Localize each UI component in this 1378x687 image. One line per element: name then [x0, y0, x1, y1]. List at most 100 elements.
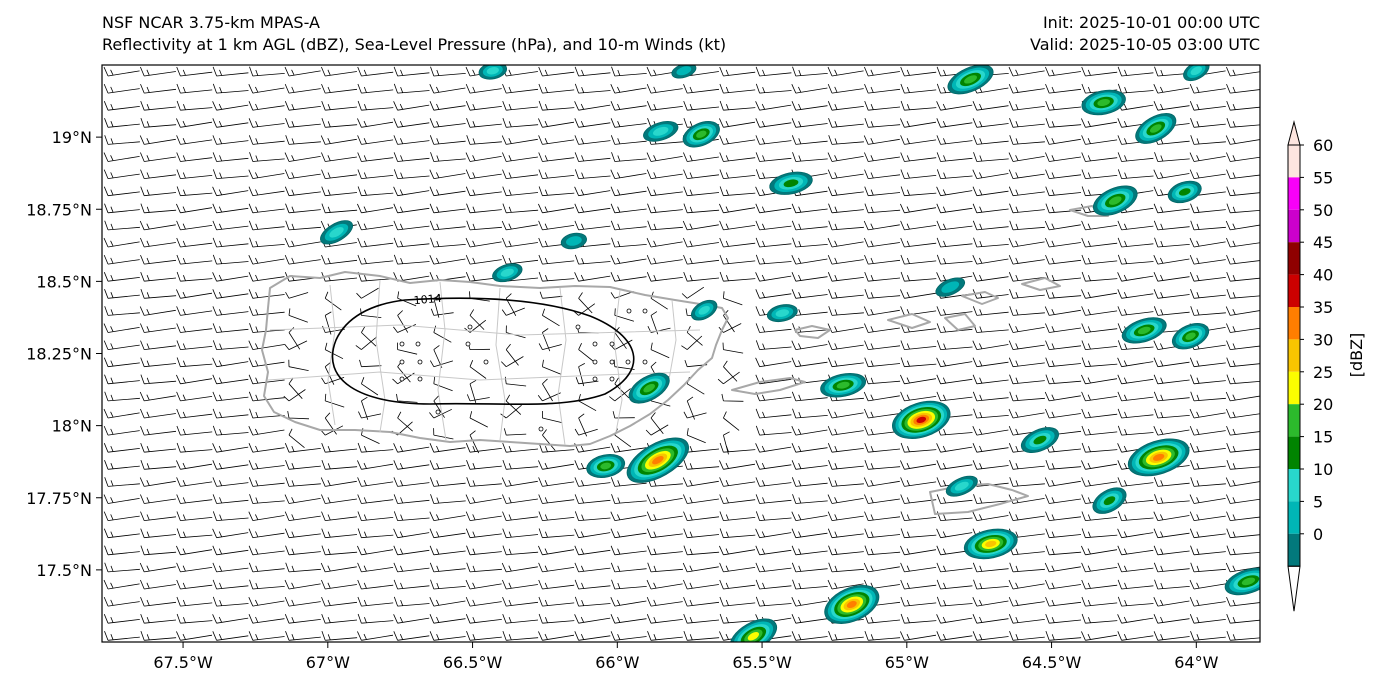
wind-barb — [321, 442, 358, 453]
wind-barb — [212, 152, 249, 162]
wind-barb — [610, 169, 647, 179]
wind-barb — [1008, 323, 1045, 333]
wind-barb — [646, 272, 683, 282]
wind-barb — [503, 428, 527, 436]
wind-barb — [719, 511, 756, 521]
wind-barb — [502, 459, 539, 470]
wind-barb — [176, 596, 213, 607]
wind-barb — [791, 391, 828, 402]
wind-barb — [321, 630, 358, 641]
wind-barb — [1045, 169, 1082, 179]
wind-barb — [574, 254, 611, 265]
wind-barb — [1045, 186, 1082, 197]
municipio-border — [269, 324, 701, 336]
wind-barb — [212, 220, 249, 231]
wind-barb — [393, 169, 430, 179]
wind-barb — [465, 152, 502, 162]
wind-barb — [1008, 101, 1045, 111]
wind-barb — [357, 237, 394, 248]
wind-barb — [683, 545, 720, 556]
wind-barb — [212, 511, 249, 521]
wind-barb — [719, 545, 756, 556]
wind-barb — [755, 254, 792, 265]
wind-barb — [1226, 186, 1260, 197]
wind-barb — [791, 272, 828, 282]
wind-barb — [1189, 579, 1226, 590]
wind-barb — [502, 579, 538, 590]
calm-wind-marker — [399, 341, 405, 347]
lon-tick-label: 64°W — [1174, 653, 1218, 672]
wind-barb — [683, 579, 719, 590]
wind-barb — [900, 391, 937, 402]
wind-barb — [646, 511, 683, 521]
wind-barb — [864, 169, 901, 179]
wind-barb — [645, 424, 669, 436]
wind-barb — [1081, 289, 1118, 299]
wind-barb — [1045, 357, 1082, 368]
wind-barb — [1153, 306, 1190, 316]
wind-barb — [1225, 306, 1260, 316]
wind-barb — [248, 272, 285, 282]
wind-barb — [466, 135, 502, 145]
lon-tick-label: 65.5°W — [732, 653, 792, 672]
wind-barb — [321, 152, 357, 162]
wind-barb — [140, 100, 177, 111]
wind-barb — [646, 237, 683, 248]
wind-barb — [103, 443, 140, 453]
wind-barb — [972, 511, 1009, 521]
wind-barb — [755, 494, 792, 504]
wind-barb — [393, 101, 430, 111]
wind-barb — [791, 220, 828, 231]
wind-barb — [900, 374, 937, 385]
wind-barb — [502, 613, 539, 624]
wind-barb — [1225, 220, 1260, 231]
wind-barb — [863, 220, 900, 231]
wind-barb — [502, 494, 538, 504]
wind-barb — [429, 220, 466, 231]
wind-barb — [284, 340, 308, 350]
wind-barb — [248, 374, 285, 385]
colorbar-bin — [1288, 242, 1300, 275]
wind-barb — [864, 357, 901, 368]
puerto-rico-coastline — [261, 271, 729, 447]
wind-barb — [791, 528, 828, 539]
vieques-coastline — [731, 377, 806, 395]
wind-barb — [1117, 631, 1154, 641]
colorbar-tick-label: 35 — [1313, 298, 1333, 317]
lon-tick-label: 67.5°W — [153, 653, 213, 672]
wind-barb — [972, 426, 1009, 436]
wind-barb — [1081, 135, 1118, 145]
wind-barb — [1226, 169, 1260, 179]
wind-barb — [1117, 306, 1154, 316]
wind-barb — [502, 203, 539, 214]
wind-barb — [864, 152, 900, 162]
wind-barb — [465, 511, 502, 521]
wind-barb — [1189, 528, 1226, 539]
wind-barb — [683, 100, 720, 111]
wind-barb — [936, 596, 973, 607]
wind-barb — [103, 340, 140, 350]
colorbar-tick-label: 50 — [1313, 201, 1333, 220]
wind-barb — [610, 186, 647, 197]
wind-barb — [284, 101, 321, 111]
wind-barb — [212, 562, 249, 573]
lon-tick-label: 66.5°W — [443, 653, 503, 672]
wind-barb — [501, 307, 525, 316]
map-background — [102, 65, 1260, 642]
calm-wind-marker — [483, 359, 489, 365]
wind-barb — [574, 83, 611, 94]
wind-barb — [1081, 323, 1118, 333]
wind-barb — [502, 545, 539, 556]
wind-barb — [1045, 100, 1082, 111]
wind-barb — [139, 220, 176, 231]
lon-tick-label: 67°W — [306, 653, 350, 672]
reflectivity-cell — [1135, 113, 1177, 144]
wind-barb — [393, 511, 430, 521]
wind-barb — [538, 100, 575, 111]
reflectivity-cell — [729, 618, 778, 642]
wind-barb — [574, 596, 611, 607]
lon-tick-label: 65°W — [885, 653, 929, 672]
dbz-contour — [1185, 332, 1196, 340]
wind-barb — [828, 545, 864, 556]
reflectivity-cell — [492, 263, 523, 283]
